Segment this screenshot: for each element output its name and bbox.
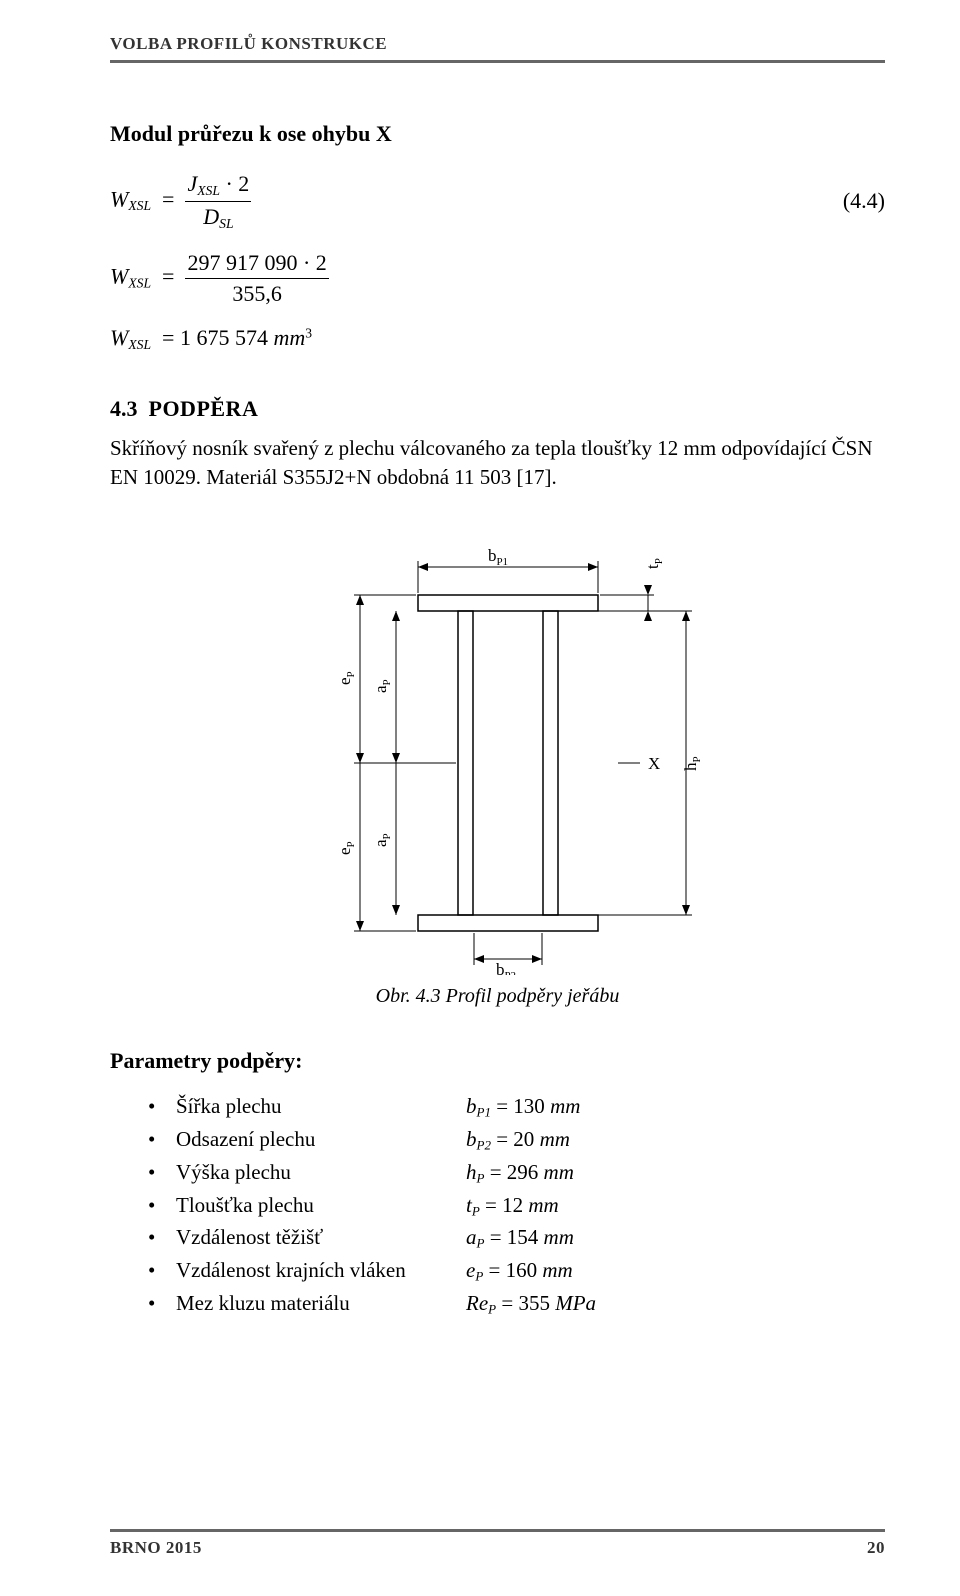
- param-row: •Mez kluzu materiáluReP = 355 MPa: [148, 1287, 885, 1320]
- param-row: •Odsazení plechubP2 = 20 mm: [148, 1123, 885, 1156]
- svg-text:eP: eP: [335, 671, 357, 685]
- equation-2: WXSL = 297 917 090 · 2 355,6: [110, 250, 885, 307]
- footer-page: 20: [867, 1538, 885, 1558]
- param-row: •Tloušťka plechutP = 12 mm: [148, 1189, 885, 1222]
- figure-caption: Obr. 4.3 Profil podpěry jeřábu: [110, 985, 885, 1008]
- svg-text:bP1: bP1: [487, 546, 507, 568]
- param-row: •Šířka plechubP1 = 130 mm: [148, 1090, 885, 1123]
- section-body: Skříňový nosník svařený z plechu válcova…: [110, 434, 885, 491]
- equation-3: WXSL = 1 675 574 mm3: [110, 325, 885, 353]
- svg-text:eP: eP: [335, 841, 357, 855]
- svg-text:aP: aP: [371, 833, 393, 847]
- param-row: •Vzdálenost těžišťaP = 154 mm: [148, 1221, 885, 1254]
- footer-left: BRNO 2015: [110, 1538, 202, 1558]
- footer: BRNO 2015 20: [110, 1529, 885, 1558]
- svg-text:aP: aP: [371, 679, 393, 693]
- header-rule: [110, 60, 885, 63]
- svg-text:tP: tP: [643, 558, 665, 569]
- equation-1: WXSL = JXSL · 2 DSL (4.4): [110, 171, 885, 232]
- figure-profile: bP1 tP hP X eP aP eP a: [288, 535, 708, 975]
- svg-text:hP: hP: [681, 757, 703, 772]
- param-row: •Výška plechuhP = 296 mm: [148, 1156, 885, 1189]
- page: VOLBA PROFILŮ KONSTRUKCE Modul průřezu k…: [0, 0, 960, 1596]
- svg-text:bP2: bP2: [495, 960, 515, 975]
- params-list: •Šířka plechubP1 = 130 mm•Odsazení plech…: [148, 1090, 885, 1320]
- section-heading: 4.3 PODPĚRA: [110, 396, 885, 422]
- running-header: VOLBA PROFILŮ KONSTRUKCE: [110, 34, 885, 54]
- param-row: •Vzdálenost krajních vlákeneP = 160 mm: [148, 1254, 885, 1287]
- equation-tag: (4.4): [843, 188, 885, 214]
- page-title: Modul průřezu k ose ohybu X: [110, 121, 885, 147]
- params-title: Parametry podpěry:: [110, 1048, 885, 1074]
- svg-text:X: X: [648, 754, 660, 773]
